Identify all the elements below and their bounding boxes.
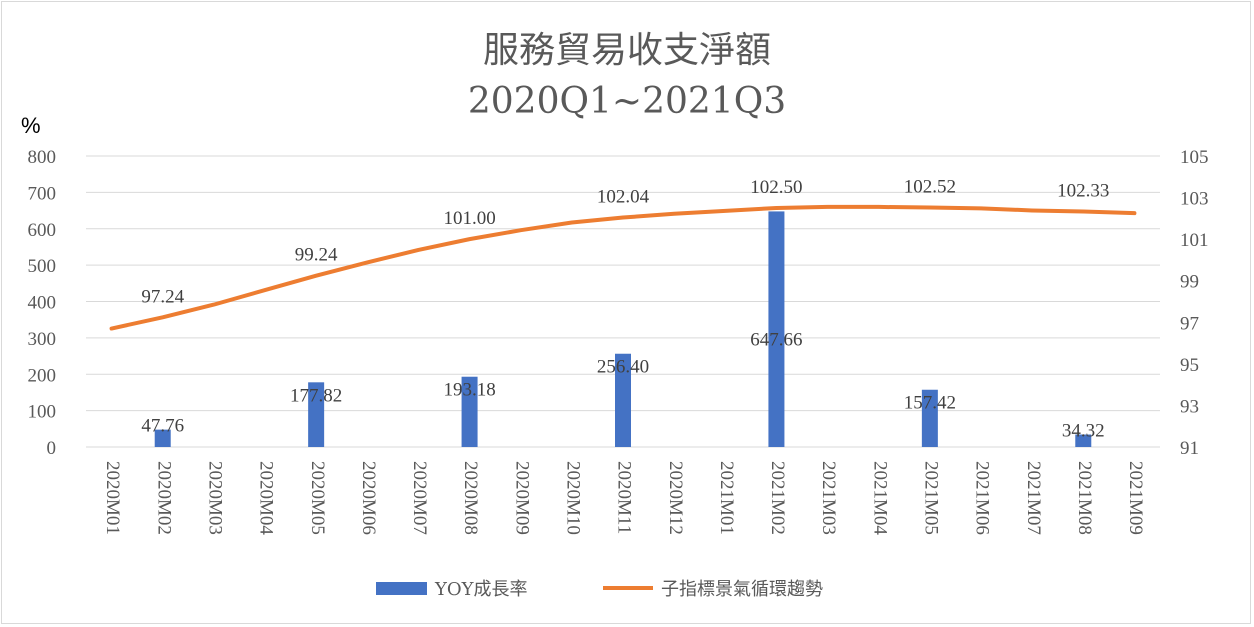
y-left-tick-label: 200 bbox=[28, 365, 57, 386]
bar bbox=[154, 429, 171, 447]
bar bbox=[615, 353, 631, 447]
line-data-label: 102.52 bbox=[904, 177, 956, 198]
y-right-tick-label: 93 bbox=[1180, 396, 1199, 417]
chart-title-line2: 2020Q1~2021Q3 bbox=[468, 81, 786, 122]
y-left-tick-label: 300 bbox=[28, 329, 57, 350]
y-left-unit: % bbox=[21, 113, 41, 138]
line-data-label: 99.24 bbox=[295, 245, 338, 266]
gridlines bbox=[86, 155, 1160, 448]
y-left-tick-label: 600 bbox=[28, 220, 57, 241]
x-tick-label: 2021M08 bbox=[1074, 461, 1095, 535]
axes: 0 100 200 300 400 500 600 700 800 91 93 95 97 99 101 10… bbox=[28, 147, 1209, 535]
x-tick-label: 2020M10 bbox=[562, 461, 583, 535]
x-tick-label: 2020M07 bbox=[409, 461, 430, 535]
y-left-tick-label: 100 bbox=[28, 402, 57, 423]
line-series bbox=[109, 204, 1137, 331]
bar bbox=[461, 376, 478, 447]
bar-data-label: 47.76 bbox=[141, 416, 184, 437]
y-right-tick-label: 95 bbox=[1180, 355, 1199, 376]
trend-line bbox=[109, 204, 1137, 331]
x-tick-label: 2021M02 bbox=[767, 461, 788, 535]
chart-title-line1: 服務貿易收支淨額 bbox=[483, 30, 771, 71]
x-tick-label: 2020M12 bbox=[665, 461, 686, 535]
x-tick-label: 2021M09 bbox=[1125, 461, 1146, 535]
y-left-tick-label: 500 bbox=[28, 256, 57, 277]
bar-data-label: 647.66 bbox=[750, 329, 802, 350]
y-right-tick-label: 91 bbox=[1180, 438, 1199, 459]
bar bbox=[921, 389, 938, 447]
bar bbox=[1075, 434, 1092, 447]
x-tick-label: 2021M05 bbox=[920, 461, 941, 535]
x-tick-label: 2021M03 bbox=[818, 461, 839, 535]
line-data-label: 102.50 bbox=[750, 177, 802, 198]
y-left-tick-label: 800 bbox=[28, 147, 57, 168]
y-left-tick-label: 400 bbox=[28, 293, 57, 314]
y-right-tick-label: 103 bbox=[1180, 189, 1209, 210]
data-labels: 47.76 177.82 193.18 256.40 647.66 157.42 34.32… bbox=[141, 177, 1109, 442]
x-tick-label: 2020M02 bbox=[153, 461, 174, 535]
x-tick-label: 2020M06 bbox=[358, 461, 379, 535]
x-tick-label: 2020M04 bbox=[256, 461, 277, 535]
y-right-tick-label: 97 bbox=[1180, 313, 1199, 334]
bar-data-label: 256.40 bbox=[597, 357, 649, 378]
legend-swatch-bar bbox=[376, 582, 427, 595]
x-tick-label: 2021M06 bbox=[972, 461, 993, 535]
legend-label-line: 子指標景氣循環趨勢 bbox=[661, 579, 823, 600]
bar-data-label: 157.42 bbox=[904, 393, 956, 414]
y-left-tick-label: 0 bbox=[47, 438, 57, 459]
x-tick-label: 2020M09 bbox=[511, 461, 532, 535]
x-tick-label: 2021M07 bbox=[1023, 461, 1044, 535]
bar-data-label: 193.18 bbox=[443, 380, 495, 401]
bar-data-label: 177.82 bbox=[290, 385, 342, 406]
bar-data-label: 34.32 bbox=[1062, 421, 1105, 442]
x-tick-label: 2020M01 bbox=[102, 461, 123, 535]
bar bbox=[768, 211, 785, 447]
line-data-label: 97.24 bbox=[141, 286, 184, 307]
y-right-tick-label: 105 bbox=[1180, 147, 1209, 168]
line-data-label: 102.33 bbox=[1057, 180, 1109, 201]
y-left-tick-label: 700 bbox=[28, 183, 57, 204]
legend: YOY成長率 子指標景氣循環趨勢 bbox=[376, 579, 823, 600]
x-tick-label: 2020M11 bbox=[614, 461, 635, 534]
line-data-label: 102.04 bbox=[597, 187, 650, 208]
x-tick-label: 2020M08 bbox=[460, 461, 481, 535]
x-tick-label: 2020M03 bbox=[204, 461, 225, 535]
x-tick-label: 2020M05 bbox=[307, 461, 328, 535]
y-right-tick-label: 101 bbox=[1180, 230, 1209, 251]
x-tick-label: 2021M04 bbox=[869, 461, 890, 535]
y-right-tick-label: 99 bbox=[1180, 272, 1199, 293]
legend-label-bar: YOY成長率 bbox=[434, 579, 528, 600]
bar-series bbox=[154, 211, 1092, 447]
bar bbox=[308, 382, 325, 447]
x-tick-label: 2021M01 bbox=[716, 461, 737, 535]
line-data-label: 101.00 bbox=[443, 208, 495, 229]
